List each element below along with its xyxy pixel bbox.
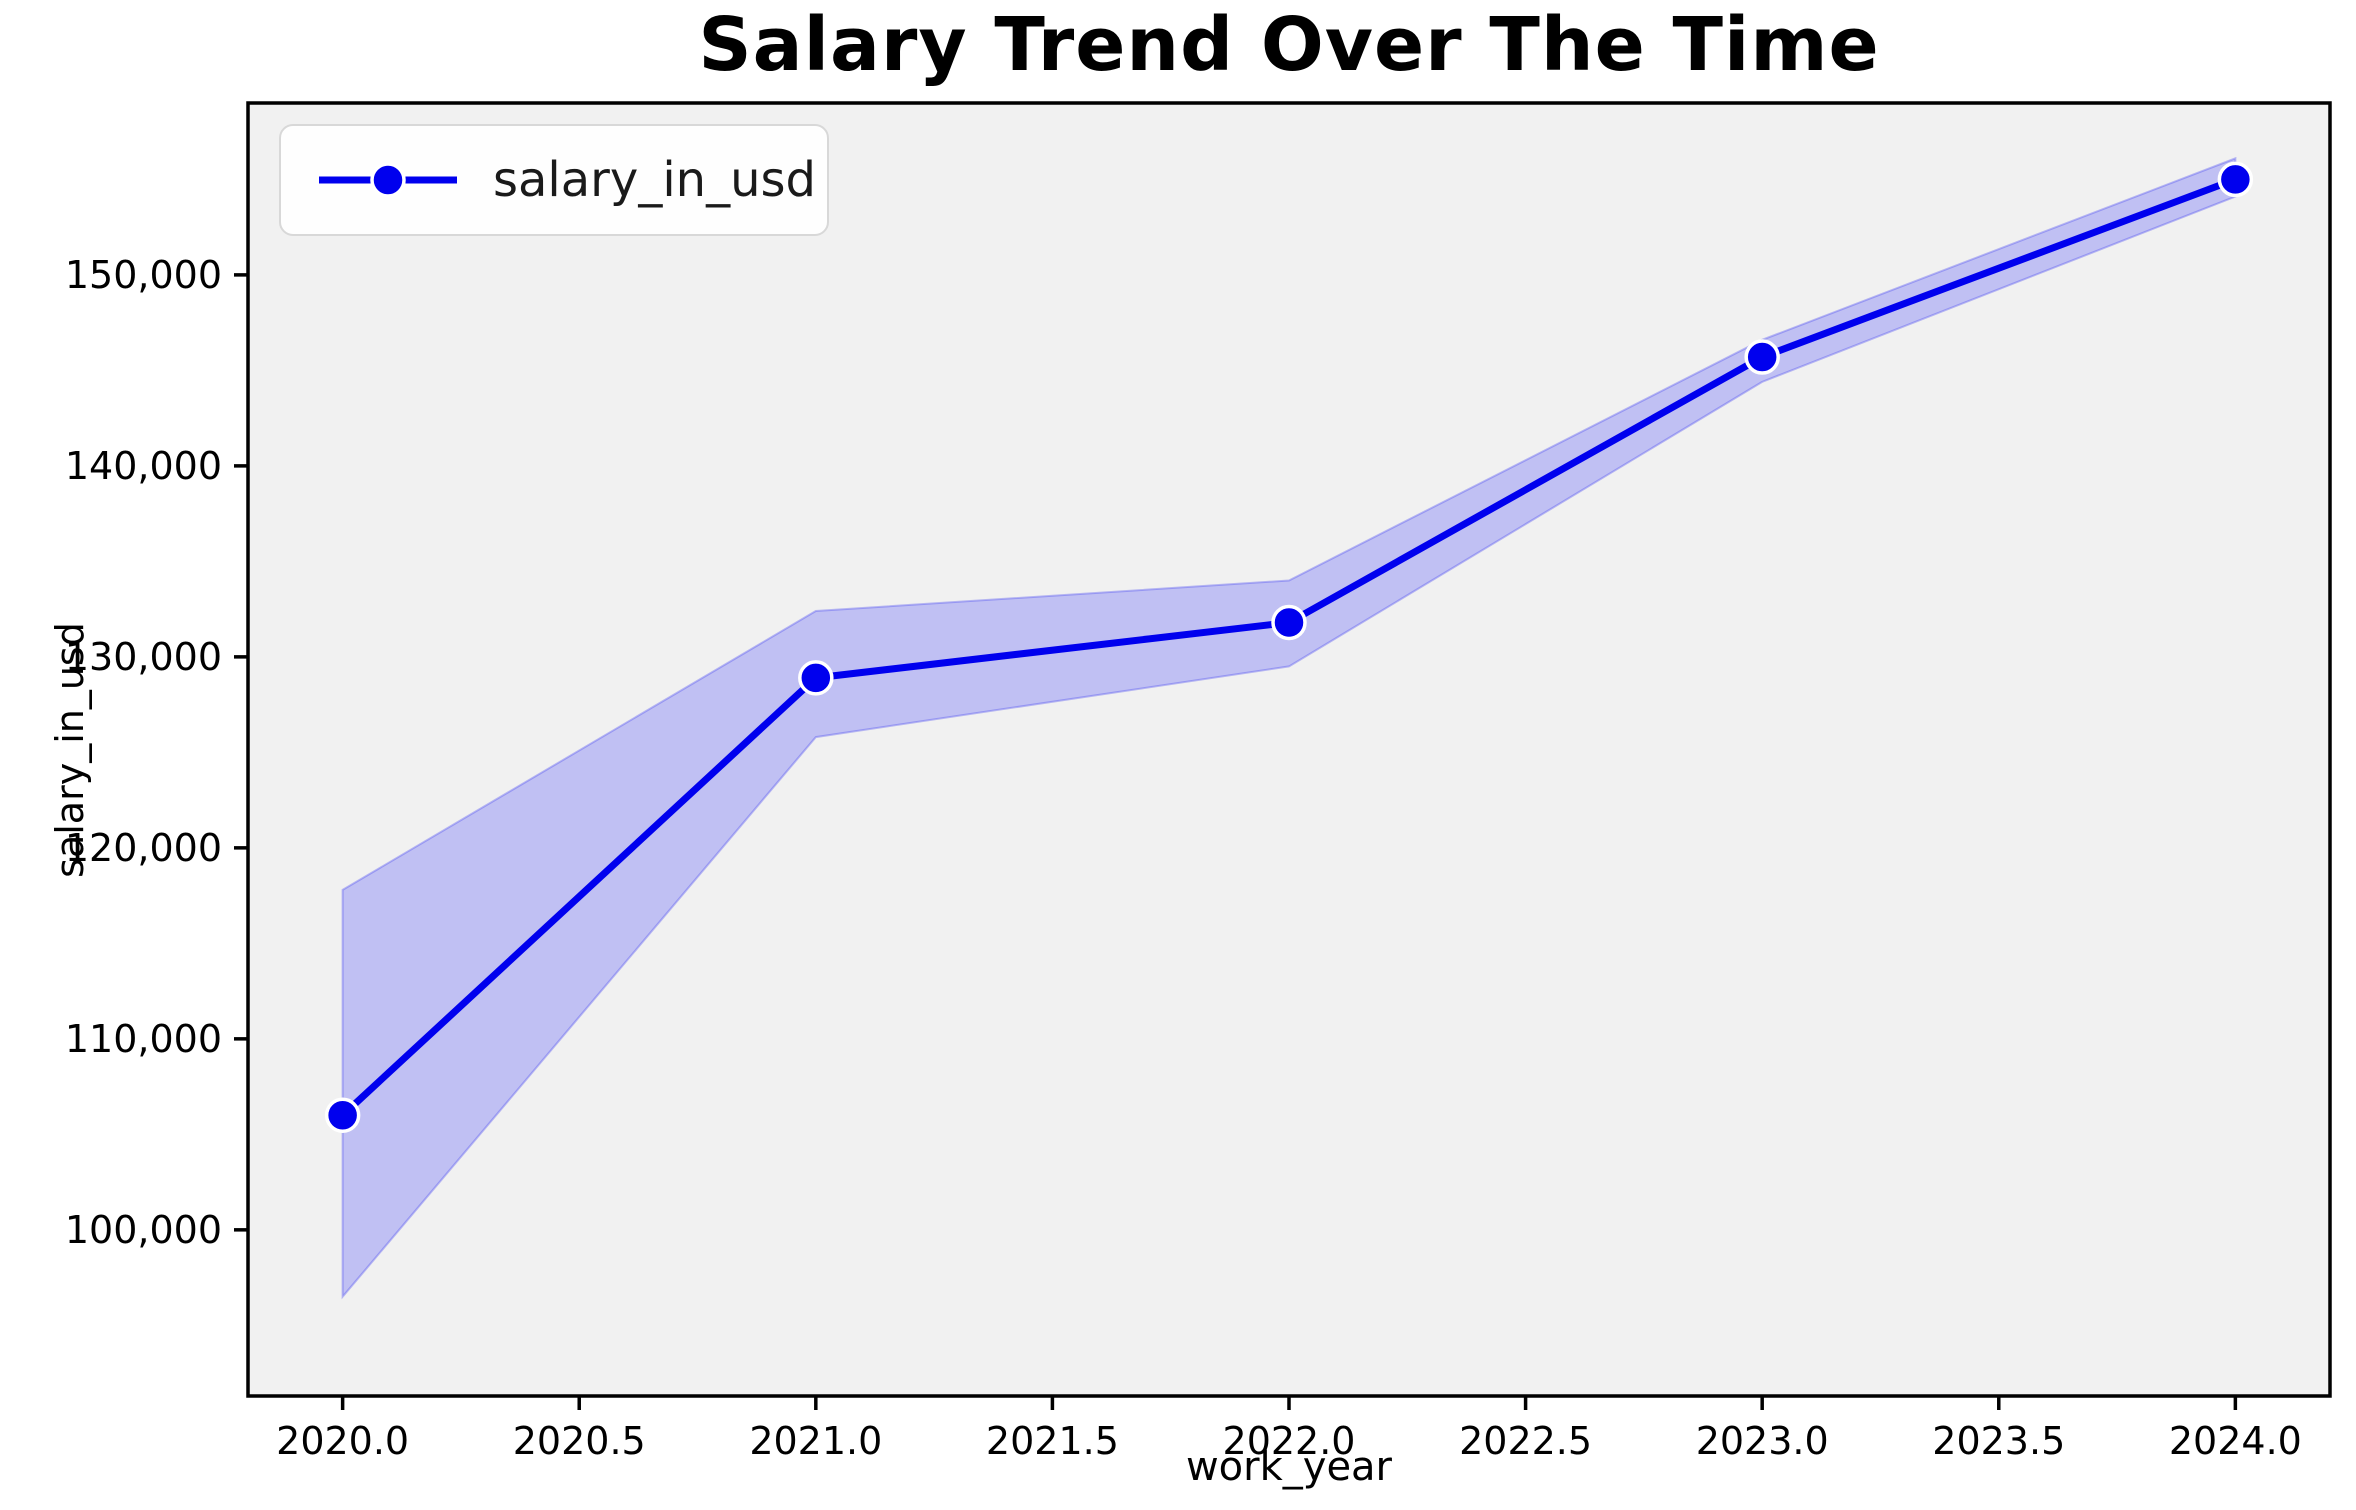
x-tick-label: 2020.0: [276, 1419, 409, 1463]
x-tick-label: 2021.5: [986, 1419, 1119, 1463]
x-tick-label: 2023.5: [1932, 1419, 2065, 1463]
x-tick-label: 2024.0: [2169, 1419, 2302, 1463]
y-tick-label: 150,000: [65, 253, 222, 297]
data-point-marker: [1271, 604, 1307, 641]
x-tick-label: 2022.5: [1459, 1419, 1592, 1463]
x-tick-label: 2021.0: [749, 1419, 882, 1463]
y-tick-label: 100,000: [65, 1208, 222, 1252]
y-tick-label: 130,000: [65, 635, 222, 679]
data-point-marker: [2217, 161, 2254, 198]
y-axis-label: salary_in_usd: [48, 622, 92, 878]
legend: salary_in_usd: [279, 124, 829, 236]
legend-label: salary_in_usd: [493, 152, 816, 208]
x-tick-label: 2020.5: [513, 1419, 646, 1463]
data-point-marker: [798, 660, 834, 696]
y-tick-label: 110,000: [65, 1017, 222, 1061]
data-point-marker: [324, 1097, 361, 1133]
data-point-marker: [1744, 339, 1780, 375]
chart-title: Salary Trend Over The Time: [698, 2, 1880, 88]
x-tick-label: 2023.0: [1696, 1419, 1829, 1463]
legend-line-marker-icon: [319, 162, 457, 198]
x-tick-label: 2022.0: [1223, 1419, 1356, 1463]
legend-marker-dot: [370, 162, 406, 198]
y-tick-label: 120,000: [65, 826, 222, 870]
y-tick-label: 140,000: [65, 444, 222, 488]
plot-background: [248, 103, 2330, 1396]
x-axis-label: work_year: [1185, 1444, 1393, 1490]
